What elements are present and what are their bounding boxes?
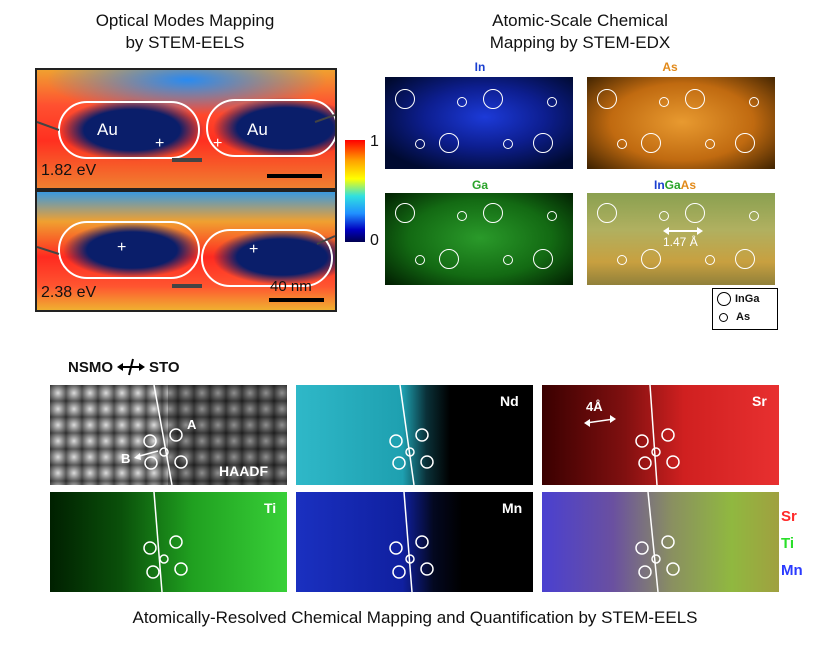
legend-ti: Ti	[781, 535, 795, 552]
edx-label-ingaas-ga: Ga	[664, 178, 681, 192]
edx-label-ingaas-as: As	[680, 178, 697, 192]
interface-arrow-icon	[117, 358, 145, 376]
eels-map-top: + + Au Au 1.82 eV	[35, 68, 337, 190]
energy-label-bottom: 2.38 eV	[41, 284, 97, 301]
edx-title-line1: Atomic-Scale Chemical	[492, 11, 668, 30]
large-circle-icon	[717, 292, 731, 306]
map-mn: Mn	[296, 492, 533, 592]
eels-title: Optical Modes Mapping by STEM-EELS	[30, 10, 340, 54]
edx-label-in: In	[474, 60, 486, 74]
key-large-label: InGa	[735, 293, 760, 305]
composite-legend: Sr Ti Mn	[781, 503, 803, 584]
site-a-label: A	[187, 417, 197, 432]
eels-title-line2: by STEM-EELS	[125, 33, 245, 52]
energy-label-top: 1.82 eV	[41, 162, 97, 179]
small-circle-icon	[719, 312, 728, 322]
svg-text:+: +	[155, 135, 164, 152]
svg-text:+: +	[213, 135, 222, 152]
spacing-label-edx: 1.47 Å	[663, 235, 698, 249]
interface-left-label: NSMO	[68, 358, 113, 376]
eels-map-bottom: + + 2.38 eV 40 nm	[35, 190, 337, 312]
map-sr: 4Å Sr	[542, 385, 779, 485]
legend-mn: Mn	[781, 562, 803, 579]
map-composite	[542, 492, 779, 592]
key-small-label: As	[736, 311, 751, 323]
haadf-overlay	[134, 385, 188, 485]
colorbar-min: 0	[370, 232, 379, 249]
legend-sr: Sr	[781, 508, 797, 525]
nd-overlay	[389, 385, 434, 485]
edx-label-ingaas-in: In	[653, 178, 665, 192]
edx-map-ingaas: 1.47 Å	[587, 193, 775, 285]
edx-map-ga	[385, 193, 573, 285]
key-large-row: InGa	[717, 292, 759, 306]
interface-right-label: STO	[149, 358, 180, 376]
key-small-row: As	[719, 311, 750, 323]
edx-map-in	[385, 77, 573, 169]
svg-text:+: +	[249, 241, 258, 258]
edx-label-as: As	[662, 60, 678, 74]
scale-bar-label: 40 nm	[270, 278, 312, 295]
sr-label: Sr	[752, 393, 767, 409]
eels-title-line1: Optical Modes Mapping	[95, 11, 275, 30]
colorbar	[345, 140, 365, 242]
nd-label: Nd	[500, 393, 519, 409]
map-ti: Ti	[50, 492, 287, 592]
sr-overlay	[584, 385, 680, 485]
edx-label-ingaas: InGaAs	[640, 178, 710, 192]
particle-left-label: Au	[97, 120, 118, 139]
edx-title-line2: Mapping by STEM-EDX	[489, 33, 671, 52]
interface-header: NSMO STO	[68, 358, 180, 376]
haadf-label: HAADF	[219, 463, 268, 479]
figure-caption: Atomically-Resolved Chemical Mapping and…	[132, 608, 698, 627]
edx-title: Atomic-Scale Chemical Mapping by STEM-ED…	[415, 10, 745, 54]
composite-overlay	[635, 492, 680, 592]
eels-top-overlay: + +	[37, 99, 335, 178]
site-b-label: B	[121, 451, 131, 466]
edx-key: InGa As	[712, 288, 778, 330]
edx-map-as	[587, 77, 775, 169]
ti-label: Ti	[264, 500, 277, 516]
map-nd: Nd	[296, 385, 533, 485]
map-haadf: A B HAADF	[50, 385, 287, 485]
mn-label: Mn	[502, 500, 523, 516]
ti-overlay	[143, 492, 188, 592]
colorbar-max: 1	[370, 133, 379, 150]
edx-label-ga: Ga	[471, 178, 488, 192]
eels-bottom-overlay: + +	[37, 221, 335, 302]
particle-right-label: Au	[247, 120, 268, 139]
spacing-arrow-edx	[663, 227, 703, 235]
sr-spacing-label: 4Å	[586, 399, 603, 414]
mn-overlay	[389, 492, 434, 592]
svg-text:+: +	[117, 239, 126, 256]
